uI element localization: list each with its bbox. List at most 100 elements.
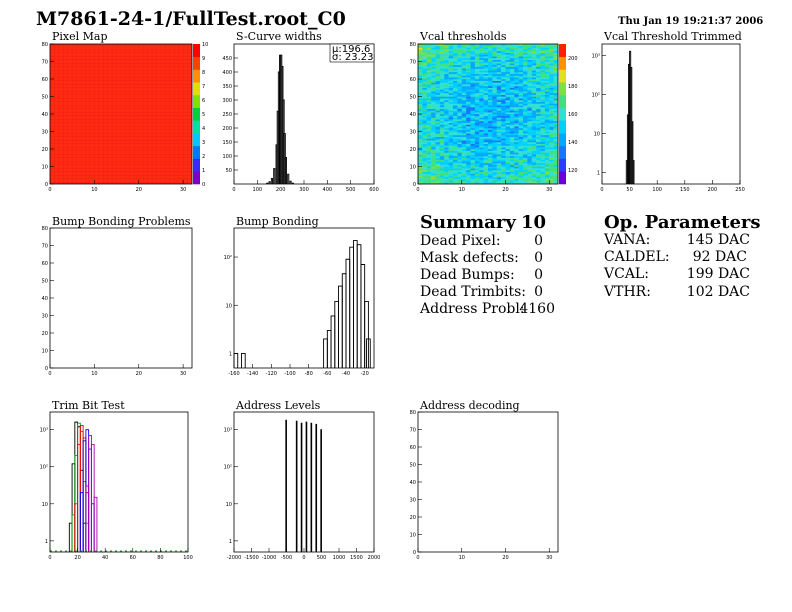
vcal-thresholds-cell <box>479 177 484 179</box>
vcal-thresholds-cell <box>509 45 515 48</box>
vcal-thresholds-cell <box>479 110 484 113</box>
vcal-thresholds-cell <box>509 54 515 57</box>
vcal-thresholds-cell <box>501 178 506 181</box>
bump-bonding-problems-ytick-label: 30 <box>42 314 48 320</box>
vcal-thresholds-cell <box>509 108 515 111</box>
op-param-label-vana: VANA: <box>604 232 651 248</box>
vcal-thresholds-cell <box>448 128 454 130</box>
vcal-thresholds-cell <box>466 161 471 164</box>
vcal-thresholds-cell <box>418 124 423 127</box>
vcal-thresholds-cell <box>470 65 476 67</box>
vcal-thresholds-cell <box>544 110 550 113</box>
vcal-thresholds-cell <box>492 79 497 81</box>
vcal-thresholds-cell <box>531 79 537 81</box>
vcal-thresholds-cell <box>431 161 436 164</box>
vcal-thresholds-cell <box>426 103 432 106</box>
vcal-thresholds-cell <box>505 63 511 66</box>
vcal-thresholds-cell <box>488 128 493 130</box>
vcal-thresholds-cell <box>488 54 493 57</box>
vcal-thresholds-cell <box>418 49 423 52</box>
vcal-thresholds-cell <box>549 91 554 94</box>
vcal-thresholds-cell <box>496 152 502 155</box>
pixel-map-ytick-label: 70 <box>42 60 48 66</box>
vcal-thresholds-cell <box>496 175 502 178</box>
vcal-thresholds-cell <box>531 150 537 153</box>
vcal-thresholds-cell <box>466 91 471 94</box>
vcal-thresholds-cell <box>501 77 506 80</box>
vcal-thresholds-cell <box>483 119 489 122</box>
vcal-thresholds-cell <box>509 164 515 167</box>
vcal-thresholds-cell <box>518 89 524 92</box>
vcal-thresholds-cell <box>474 112 480 115</box>
vcal-thresholds-cell <box>536 56 541 59</box>
vcal-thresholds-cell <box>488 150 493 153</box>
vcal-thresholds-cell <box>453 180 458 183</box>
vcal-thresholds-cell <box>536 108 541 111</box>
vcal-thresholds-cell <box>496 66 502 69</box>
vcal-thresholds-cell <box>466 121 471 123</box>
vcal-thresholds-cell <box>470 145 476 148</box>
vcal-thresholds-cell <box>457 93 462 95</box>
vcal-thresholds-cell <box>461 114 467 116</box>
vcal-thresholds-cell <box>523 115 528 118</box>
vcal-thresholds-cell <box>514 75 519 78</box>
vcal-thresholds-cell <box>435 89 441 92</box>
vcal-thresholds-cell <box>453 173 458 176</box>
vcal-thresholds-cell <box>514 100 519 102</box>
vcal-thresholds-cell <box>435 121 441 123</box>
vcal-thresholds-cell <box>523 103 528 106</box>
vcal-thresholds-cell <box>448 156 454 158</box>
vcal-thresholds-cell <box>527 108 532 111</box>
vcal-thresholds-cell <box>444 65 449 67</box>
vcal-thresholds-cell <box>544 68 550 71</box>
vcal-thresholds-cell <box>488 110 493 113</box>
vcal-thresholds-cell <box>435 98 441 101</box>
s-curve-widths-xtick-label: 300 <box>299 187 309 193</box>
vcal-thresholds-cell <box>461 175 467 178</box>
vcal-thresholds-cell <box>461 79 467 81</box>
vcal-thresholds-cell <box>439 121 445 123</box>
vcal-thresholds-cell <box>470 175 476 178</box>
vcal-thresholds-cell <box>453 133 458 136</box>
vcal-thresholds-cell <box>527 161 532 164</box>
vcal-thresholds-cell <box>488 119 493 122</box>
vcal-thresholds-cell <box>479 70 484 73</box>
vcal-thresholds-cell <box>457 107 462 109</box>
vcal-thresholds-cell <box>426 154 432 157</box>
vcal-thresholds-cell <box>426 136 432 139</box>
vcal-thresholds-cell <box>457 112 462 115</box>
s-curve-widths-ytick-label: 200 <box>222 126 232 132</box>
vcal-thresholds-cell <box>540 93 546 95</box>
vcal-thresholds-cell <box>422 93 427 95</box>
vcal-thresholds-cell <box>544 89 550 92</box>
vcal-thresholds-cell <box>444 126 449 129</box>
vcal-thresholds-cell <box>505 152 511 155</box>
vcal-thresholds-cell <box>448 107 454 109</box>
vcal-thresholds-cell <box>553 91 559 94</box>
vcal-thresholds-cell <box>540 94 546 97</box>
vcal-thresholds-cell <box>514 124 519 127</box>
vcal-thresholds-cell <box>509 68 515 71</box>
vcal-thresholds-cell <box>496 154 502 157</box>
vcal-thresholds-cell <box>492 105 497 108</box>
vcal-thresholds-cell <box>444 159 449 162</box>
vcal-thresholds-cell <box>439 79 445 81</box>
summary-value-dead-bumps: 0 <box>534 267 543 283</box>
vcal-thresholds-cell <box>488 143 493 146</box>
vcal-thresholds-cell <box>474 115 480 118</box>
vcal-thresholds-cell <box>483 66 489 69</box>
vcal-thresholds-cell <box>479 51 484 53</box>
vcal-thresholds-cell <box>474 171 480 174</box>
vcal-thresholds-cell <box>474 103 480 106</box>
vcal-thresholds-cell <box>518 164 524 167</box>
vcal-thresholds-cell <box>549 66 554 69</box>
vcal-threshold-trimmed-ytick-label: 10³ <box>592 54 600 60</box>
vcal-thresholds-cell <box>474 45 480 48</box>
vcal-thresholds-cell <box>439 110 445 113</box>
vcal-thresholds-cell <box>505 157 511 160</box>
vcal-thresholds-cell <box>518 140 524 143</box>
vcal-thresholds-cell <box>470 182 476 185</box>
vcal-thresholds-cell <box>457 89 462 92</box>
vcal-thresholds-cell <box>418 107 423 109</box>
vcal-thresholds-cell <box>549 145 554 148</box>
